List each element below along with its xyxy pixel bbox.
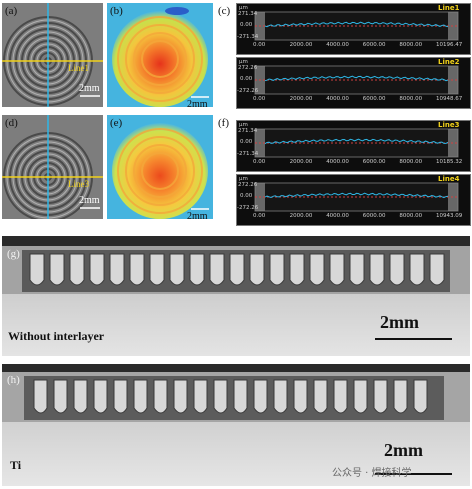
- scale-text-e: 2mm: [187, 211, 208, 219]
- profile-unit-label: μm: [239, 59, 248, 65]
- panel-label-a: (a): [5, 5, 18, 17]
- line-label-d: Line3: [68, 179, 89, 189]
- profile-x-tick-label: 8000.00: [399, 42, 423, 48]
- profile-chart-line4: μm 272.26 0.00 -272.26 Line4 0.00 2000.00 4000.…: [236, 174, 471, 226]
- sample-photo-a: (a) Line1 2mm: [2, 3, 103, 107]
- profile-x-tick-label: 4000.00: [326, 213, 349, 219]
- profile-x-tick-label: 0.00: [253, 42, 266, 48]
- profile-y-mid-label: 0.00: [240, 76, 253, 82]
- profile-trace: [264, 21, 449, 28]
- panel-label-c: (c): [218, 5, 231, 17]
- panel-label-d: (d): [5, 117, 18, 129]
- profile-x-tick-label: 6000.00: [362, 42, 386, 48]
- profile-plot-svg: [254, 182, 459, 212]
- panel-label-g: (g): [7, 248, 20, 260]
- profile-line-label: Line2: [438, 58, 460, 66]
- profile-plot-svg: [254, 11, 459, 41]
- profile-y-mid-label: 0.00: [240, 22, 253, 28]
- panel-label-f: (f): [218, 117, 229, 129]
- profile-y-bottom-label: -272.26: [237, 88, 259, 94]
- panel-label-e: (e): [110, 117, 123, 129]
- profile-line-label: Line1: [438, 4, 460, 12]
- profile-x-tick-label: 0.00: [253, 213, 266, 219]
- profile-y-top-label: 272.26: [238, 65, 258, 71]
- profile-y-mid-label: 0.00: [240, 193, 253, 199]
- profile-x-tick-label: 2000.00: [289, 159, 313, 165]
- sample-photo-d: (d) Line3 2mm: [2, 115, 103, 219]
- watermark-text: 公众号 · 焊接科学: [332, 468, 412, 479]
- profile-line-label: Line4: [438, 175, 460, 183]
- cross-section-g: (g) Without interlayer 2mm: [2, 236, 470, 356]
- profile-chart-line2: μm 272.26 0.00 -272.26 Line2 0.00 2000.00 4000.…: [236, 57, 471, 109]
- profile-x-tick-label: 2000.00: [289, 42, 313, 48]
- panel-label-h: (h): [7, 374, 20, 386]
- profile-x-tick-label: 10196.47: [436, 42, 463, 48]
- profile-y-bottom-label: -271.34: [237, 151, 259, 157]
- profile-unit-label: μm: [239, 122, 248, 128]
- height-map-rings-b: [107, 3, 213, 107]
- line-label-a: Line1: [68, 63, 89, 73]
- sample-rings-a: [2, 3, 103, 107]
- profile-trace: [264, 138, 449, 145]
- height-map-e: (e) 2mm: [107, 115, 213, 219]
- profile-x-tick-label: 8000.00: [399, 159, 423, 165]
- profile-unit-label: μm: [239, 176, 248, 182]
- profile-unit-label: μm: [239, 5, 248, 11]
- profile-x-tick-label: 4000.00: [326, 159, 349, 165]
- profile-x-tick-label: 8000.00: [399, 213, 423, 219]
- profile-trace: [264, 192, 449, 199]
- profile-x-tick-label: 10948.67: [436, 96, 463, 102]
- profile-plot-svg: [254, 65, 459, 95]
- profile-x-tick-label: 2000.00: [289, 213, 313, 219]
- profile-x-tick-label: 6000.00: [362, 96, 386, 102]
- profile-trace: [264, 75, 449, 82]
- profile-y-bottom-label: -271.34: [237, 34, 259, 40]
- scale-text-d: 2mm: [79, 195, 100, 206]
- profile-chart-line1: μm 271.34 0.00 -271.34 Line1 0.00 2000.00 4000.…: [236, 3, 471, 55]
- cross-section-image-h: [2, 364, 470, 486]
- profile-x-tick-label: 4000.00: [326, 96, 349, 102]
- profile-x-tick-label: 4000.00: [326, 42, 349, 48]
- profile-chart-line3: μm 271.34 0.00 -271.34 Line3 0.00 2000.00 4000.…: [236, 120, 471, 172]
- profile-x-tick-label: 0.00: [253, 96, 266, 102]
- scale-text-h: 2mm: [384, 440, 423, 460]
- scale-text-a: 2mm: [79, 83, 100, 94]
- profile-x-tick-label: 6000.00: [362, 159, 386, 165]
- scale-text-b: 2mm: [187, 99, 208, 107]
- sample-rings-d: [2, 115, 103, 219]
- profile-y-bottom-label: -272.26: [237, 205, 259, 211]
- profile-x-tick-label: 10943.09: [436, 213, 463, 219]
- profile-x-tick-label: 6000.00: [362, 213, 386, 219]
- scale-text-g: 2mm: [380, 312, 419, 332]
- caption-h: Ti: [10, 458, 22, 472]
- height-map-rings-e: [107, 115, 213, 219]
- profile-x-tick-label: 10185.32: [436, 159, 463, 165]
- profile-plot-svg: [254, 128, 459, 158]
- height-map-b: (b) 2mm: [107, 3, 213, 107]
- profile-x-tick-label: 8000.00: [399, 96, 423, 102]
- profile-x-tick-label: 0.00: [253, 159, 266, 165]
- profile-x-tick-label: 2000.00: [289, 96, 313, 102]
- profile-y-mid-label: 0.00: [240, 139, 253, 145]
- profile-line-label: Line3: [438, 121, 460, 129]
- profile-y-top-label: 271.34: [238, 128, 258, 134]
- panel-label-b: (b): [110, 5, 123, 17]
- cross-section-image-g: [2, 236, 470, 356]
- profile-y-top-label: 272.26: [238, 182, 258, 188]
- cross-section-h: (h) Ti 2mm 公众号 · 焊接科学: [2, 364, 470, 486]
- caption-g: Without interlayer: [8, 329, 105, 343]
- profile-y-top-label: 271.34: [238, 11, 258, 17]
